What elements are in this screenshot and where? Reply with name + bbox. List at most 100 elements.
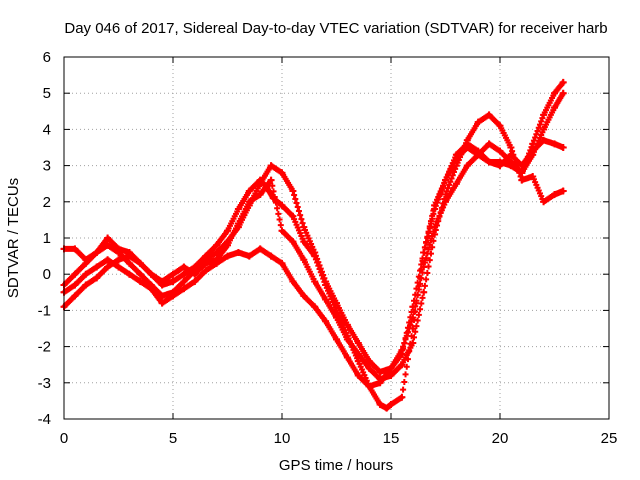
data-point xyxy=(115,245,122,253)
data-point xyxy=(540,111,548,119)
data-point xyxy=(71,245,79,253)
data-point xyxy=(343,335,351,343)
data-point xyxy=(496,122,504,130)
data-point xyxy=(180,277,188,285)
data-point xyxy=(278,169,286,177)
data-point xyxy=(234,205,242,213)
grid xyxy=(63,56,610,420)
data-point xyxy=(529,172,537,180)
data-point xyxy=(213,256,221,264)
data-point xyxy=(365,382,373,390)
data-point xyxy=(125,259,133,267)
data-point xyxy=(224,252,231,260)
data-point xyxy=(267,252,275,260)
data-point xyxy=(507,144,515,151)
data-point xyxy=(559,144,567,151)
series-trace-d xyxy=(60,111,567,383)
data-point xyxy=(180,270,188,278)
data-point xyxy=(463,136,471,144)
data-point xyxy=(104,256,112,264)
data-point xyxy=(485,111,493,119)
data-point xyxy=(559,89,567,97)
data-point xyxy=(300,223,308,231)
data-point xyxy=(442,176,449,184)
data-point xyxy=(71,292,79,300)
data-point xyxy=(93,263,101,271)
data-point xyxy=(559,78,567,86)
data-point xyxy=(354,350,362,358)
data-point xyxy=(245,187,253,195)
data-point xyxy=(278,227,286,235)
x-tick-label: 15 xyxy=(383,430,400,447)
data-point xyxy=(452,162,460,170)
data-point xyxy=(383,404,391,412)
y-axis-label: SDTVAR / TECUs xyxy=(5,178,22,298)
data-point xyxy=(136,259,144,267)
data-point xyxy=(485,158,493,166)
data-point xyxy=(224,227,231,235)
data-point xyxy=(245,252,253,260)
data-point xyxy=(93,274,101,282)
x-tick-label: 5 xyxy=(169,430,177,447)
data-point xyxy=(256,191,264,199)
data-point xyxy=(540,136,548,144)
data-point xyxy=(136,270,144,278)
y-tick-label: -2 xyxy=(38,339,51,356)
data-point xyxy=(191,277,199,285)
data-point xyxy=(398,361,406,369)
data-point xyxy=(442,191,449,199)
data-point xyxy=(343,321,351,329)
data-point xyxy=(82,281,90,289)
data-point xyxy=(104,234,112,242)
data-point xyxy=(409,339,417,347)
data-point xyxy=(180,285,188,293)
data-point xyxy=(474,118,482,126)
data-point xyxy=(540,125,548,133)
data-point xyxy=(431,205,439,213)
data-point xyxy=(518,176,526,184)
data-point xyxy=(322,317,330,325)
y-tick-label: -3 xyxy=(38,375,51,392)
y-tick-label: 2 xyxy=(43,194,51,211)
data-point xyxy=(398,346,406,354)
x-tick-label: 0 xyxy=(60,430,68,447)
data-point xyxy=(420,288,428,296)
data-markers xyxy=(60,78,567,412)
data-point xyxy=(387,401,395,409)
x-tick-label: 20 xyxy=(492,430,509,447)
x-tick-label: 25 xyxy=(601,430,618,447)
data-point xyxy=(169,292,177,300)
y-tick-label: -1 xyxy=(38,302,51,319)
data-point xyxy=(354,339,362,347)
data-point xyxy=(169,277,177,285)
data-point xyxy=(559,187,567,195)
series-markers xyxy=(61,79,567,390)
y-tick-label: 0 xyxy=(43,266,51,283)
data-point xyxy=(147,270,155,278)
data-point xyxy=(234,220,242,228)
data-point xyxy=(289,187,297,195)
data-point xyxy=(463,162,471,170)
data-point xyxy=(333,299,340,307)
data-point xyxy=(289,212,297,220)
data-point xyxy=(376,375,384,383)
data-point xyxy=(551,140,558,148)
data-point xyxy=(496,147,504,155)
data-point xyxy=(158,277,166,285)
data-point xyxy=(115,256,122,264)
data-point xyxy=(551,104,558,112)
x-tick-label: 10 xyxy=(274,430,291,447)
chart-title: Day 046 of 2017, Sidereal Day-to-day VTE… xyxy=(64,20,607,37)
data-point xyxy=(452,180,460,188)
series-markers xyxy=(61,137,567,375)
data-point xyxy=(267,176,275,184)
data-point xyxy=(311,277,319,285)
data-point xyxy=(485,140,493,148)
data-point xyxy=(300,292,308,300)
data-point xyxy=(420,248,428,256)
data-point xyxy=(115,263,122,271)
series-trace-c xyxy=(60,78,567,390)
axes: 0 5 10 15 20 25 -4 -3 -2 -1 0 1 2 3 4 5 6 xyxy=(38,49,618,447)
data-point xyxy=(322,277,330,285)
